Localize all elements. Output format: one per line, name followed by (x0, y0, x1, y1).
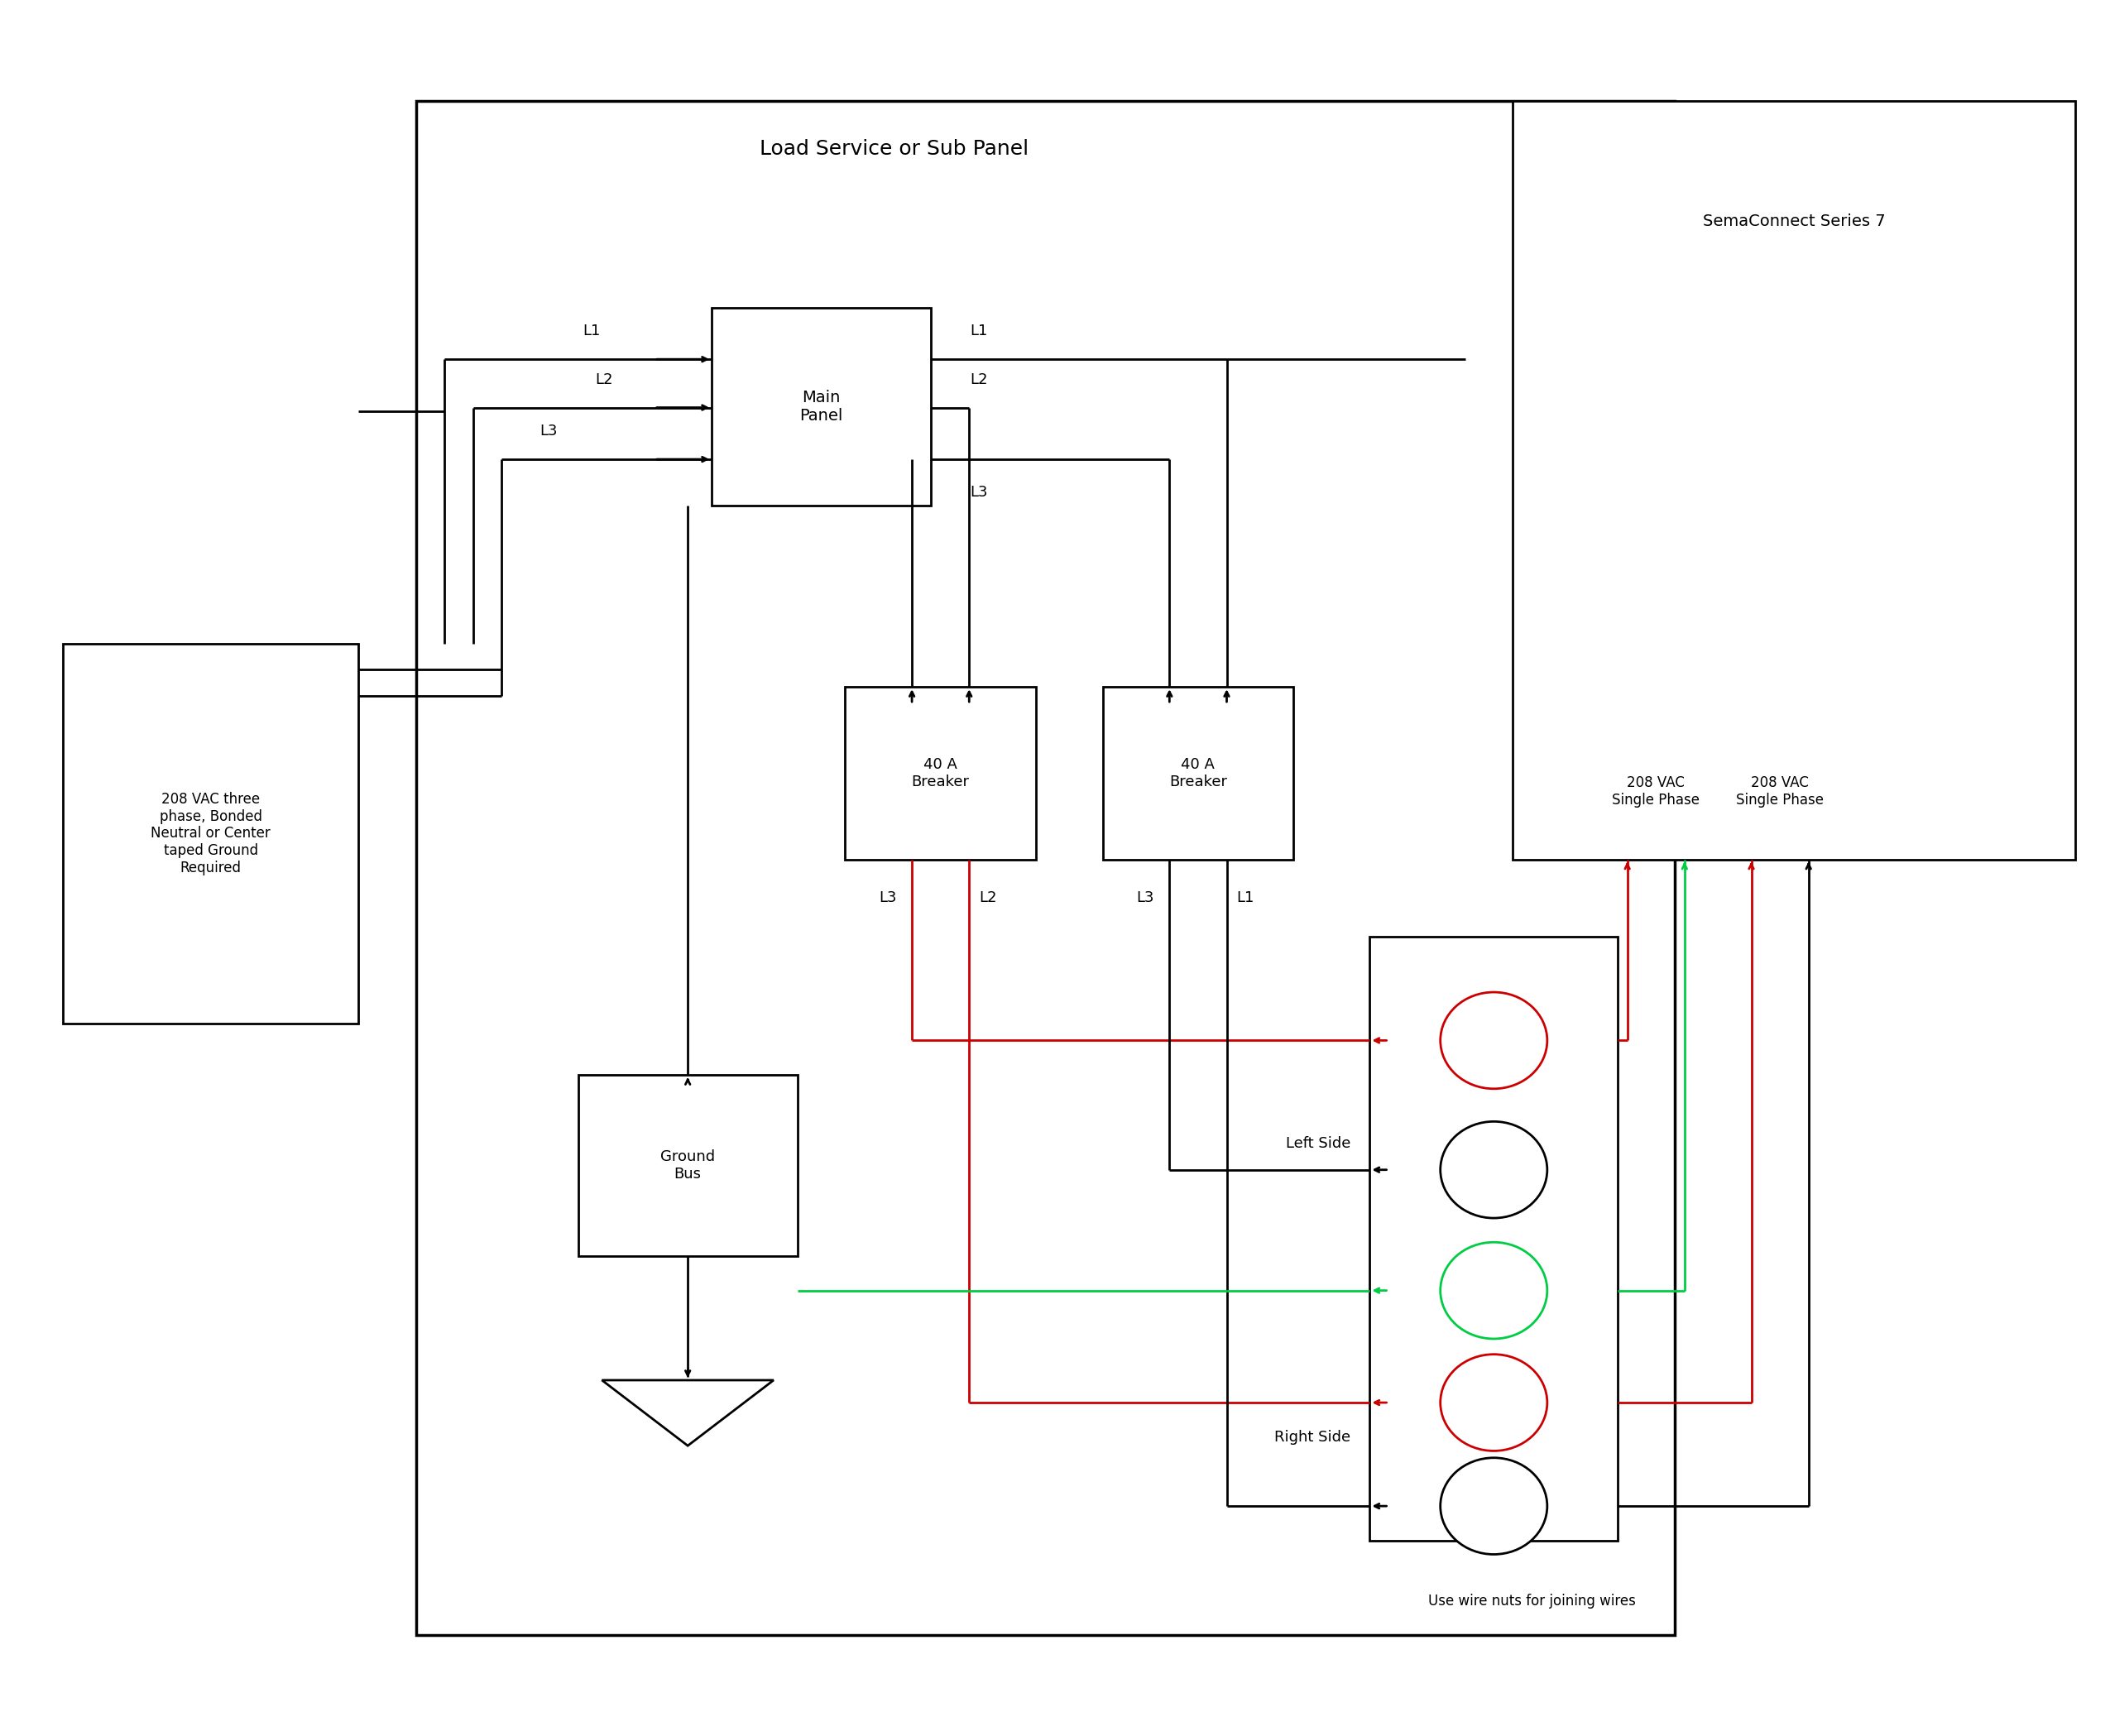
Bar (846, 687, 1036, 859)
Bar (416, 101, 1675, 1635)
Text: L3: L3 (540, 424, 557, 439)
Text: L1: L1 (971, 323, 987, 339)
Bar (1369, 937, 1618, 1540)
Text: L3: L3 (1137, 891, 1154, 904)
Text: L2: L2 (979, 891, 996, 904)
Text: Load Service or Sub Panel: Load Service or Sub Panel (760, 139, 1030, 158)
Bar (63, 644, 359, 1023)
Bar (711, 307, 931, 505)
Bar (1104, 687, 1293, 859)
Text: SemaConnect Series 7: SemaConnect Series 7 (1703, 214, 1886, 229)
Text: L2: L2 (595, 372, 614, 387)
Text: Left Side: Left Side (1285, 1137, 1350, 1151)
Circle shape (1441, 1243, 1547, 1338)
Text: L3: L3 (880, 891, 897, 904)
Circle shape (1441, 993, 1547, 1088)
Text: 208 VAC three
phase, Bonded
Neutral or Center
taped Ground
Required: 208 VAC three phase, Bonded Neutral or C… (152, 792, 270, 875)
Bar (1513, 101, 2076, 859)
Text: L1: L1 (582, 323, 599, 339)
Text: Right Side: Right Side (1274, 1430, 1350, 1444)
Circle shape (1441, 1121, 1547, 1219)
Circle shape (1441, 1354, 1547, 1451)
Bar (578, 1075, 798, 1257)
Text: Main
Panel: Main Panel (800, 389, 844, 424)
Text: 40 A
Breaker: 40 A Breaker (912, 757, 968, 790)
Text: Use wire nuts for joining wires: Use wire nuts for joining wires (1428, 1594, 1635, 1608)
Text: 40 A
Breaker: 40 A Breaker (1169, 757, 1228, 790)
Text: 208 VAC
Single Phase: 208 VAC Single Phase (1737, 776, 1823, 807)
Circle shape (1441, 1458, 1547, 1554)
Text: L1: L1 (1236, 891, 1253, 904)
Text: L3: L3 (971, 484, 987, 500)
Text: L2: L2 (971, 372, 987, 387)
Text: 208 VAC
Single Phase: 208 VAC Single Phase (1612, 776, 1701, 807)
Text: Ground
Bus: Ground Bus (660, 1149, 715, 1182)
